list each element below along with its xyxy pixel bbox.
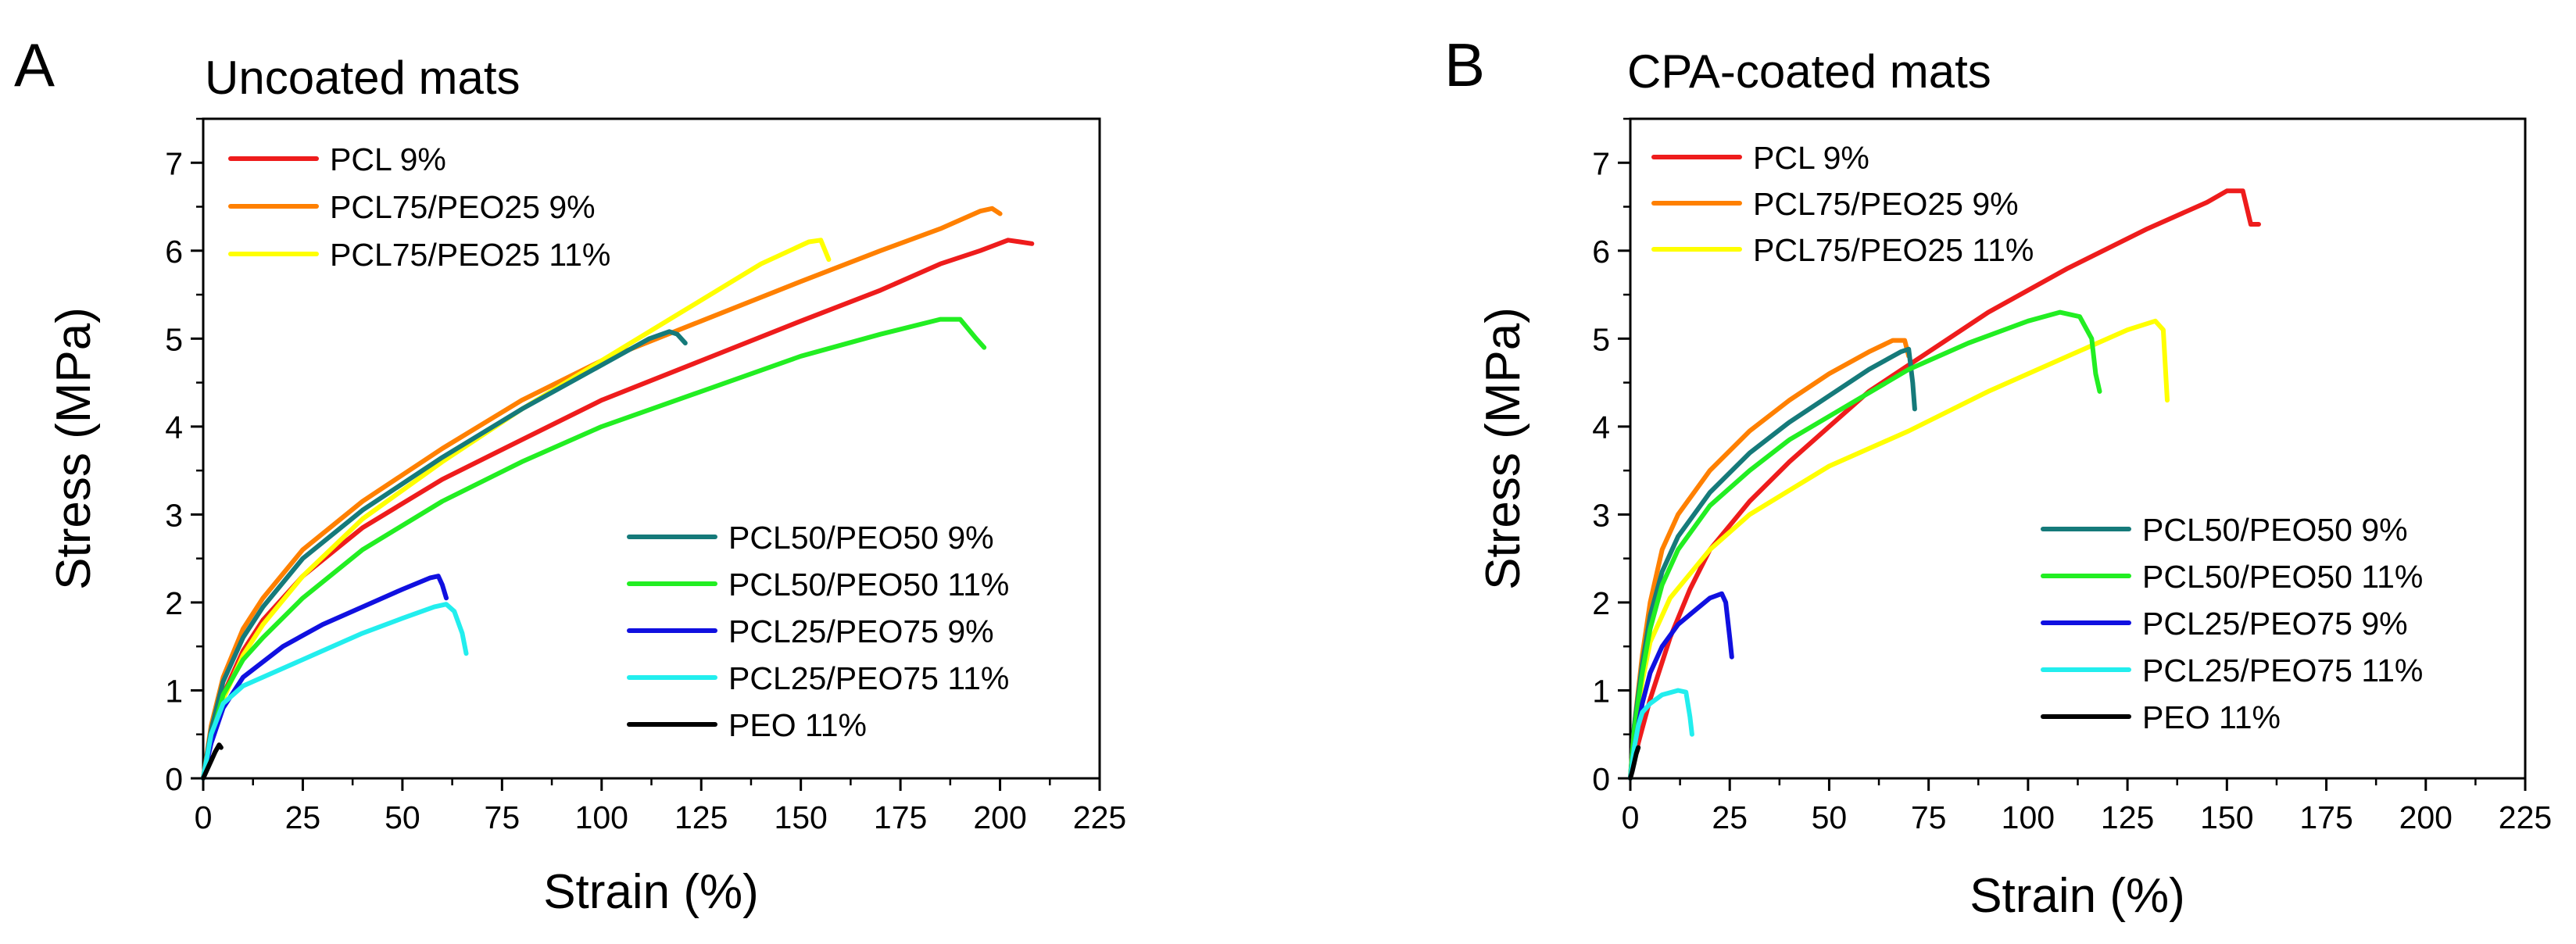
legend-label: PEO 11%: [728, 707, 867, 743]
x-tick-label: 225: [1073, 799, 1126, 835]
y-tick-label: 5: [1592, 321, 1610, 357]
y-tick-label: 6: [1592, 234, 1610, 270]
legend-label: PCL75/PEO25 9%: [330, 189, 596, 225]
legend-bottom-right: PCL50/PEO50 9% PCL50/PEO50 11% PCL25/PEO…: [627, 520, 1009, 743]
legend-label: PCL50/PEO50 9%: [2142, 512, 2408, 548]
x-tick-label: 150: [774, 799, 827, 835]
y-tick-label: 6: [165, 234, 183, 270]
panel-b: B CPA-coated mats 0 25 50 75 100 125 150 175 200…: [1444, 30, 2552, 923]
y-tick-label: 2: [165, 585, 183, 621]
legend-label: PCL75/PEO25 11%: [1753, 232, 2034, 268]
y-tick-label: 2: [1592, 585, 1610, 621]
x-tick-label: 100: [2002, 799, 2055, 835]
x-tick-label: 25: [285, 799, 321, 835]
x-tick-label: 200: [2399, 799, 2453, 835]
legend-label: PCL50/PEO50 11%: [2142, 559, 2423, 595]
plot-area: 0 25 50 75 100 125 150 175 200 225 0 1 2 3 4 5 6 7 PCL 9…: [1592, 117, 2553, 835]
plot-area: 0 25 50 75 100 125 150 175 200 225 0 1 2 3 4 5 6 7 PCL 9…: [165, 117, 1127, 835]
legend-top-left: PCL 9% PCL75/PEO25 9% PCL75/PEO25 11%: [1651, 140, 2034, 268]
series-line: [201, 742, 224, 781]
x-tick-label: 225: [2499, 799, 2552, 835]
series-line: [201, 238, 1035, 781]
series-group: [1628, 188, 2261, 781]
legend-label: PCL25/PEO75 9%: [2142, 606, 2408, 642]
y-tick-label: 0: [165, 761, 183, 797]
y-axis-label: Stress (MPa): [1476, 307, 1530, 590]
axis-ticks: [1618, 117, 2527, 791]
x-tick-label: 200: [973, 799, 1026, 835]
legend-label: PCL 9%: [330, 141, 446, 177]
series-line: [1628, 745, 1641, 781]
y-tick-label: 7: [165, 145, 183, 181]
y-tick-label: 3: [1592, 497, 1610, 533]
x-tick-label: 100: [575, 799, 628, 835]
series-line: [1628, 309, 2102, 781]
legend-label: PCL50/PEO50 11%: [728, 567, 1009, 603]
series-line: [201, 574, 449, 781]
legend-label: PCL50/PEO50 9%: [728, 520, 994, 556]
x-tick-labels: 0 25 50 75 100 125 150 175 200 225: [195, 799, 1127, 835]
y-axis-label: Stress (MPa): [47, 307, 101, 590]
y-tick-label: 0: [1592, 761, 1610, 797]
legend-bottom-right: PCL50/PEO50 9% PCL50/PEO50 11% PCL25/PEO…: [2041, 512, 2423, 735]
chart-title: Uncoated mats: [205, 52, 521, 104]
x-tick-label: 125: [2101, 799, 2154, 835]
y-tick-label: 3: [165, 497, 183, 533]
series-group: [201, 206, 1035, 781]
x-tick-label: 25: [1712, 799, 1748, 835]
series-line: [201, 602, 469, 781]
x-tick-label: 150: [2200, 799, 2253, 835]
y-tick-labels: 0 1 2 3 4 5 6 7: [165, 145, 183, 797]
series-line: [201, 316, 987, 781]
chart-title: CPA-coated mats: [1627, 45, 1991, 98]
legend-label: PCL75/PEO25 11%: [330, 237, 610, 273]
x-tick-label: 0: [1622, 799, 1640, 835]
panel-a: A Uncoated mats 0 25 50 75 100 125 150 175 200 22…: [14, 30, 1126, 919]
y-tick-label: 1: [1592, 673, 1610, 709]
legend-label: PCL 9%: [1753, 140, 1869, 176]
legend-top-left: PCL 9% PCL75/PEO25 9% PCL75/PEO25 11%: [228, 141, 610, 273]
legend-label: PCL25/PEO75 11%: [2142, 653, 2423, 688]
legend-label: PCL25/PEO75 11%: [728, 660, 1009, 696]
x-tick-labels: 0 25 50 75 100 125 150 175 200 225: [1622, 799, 2553, 835]
x-tick-label: 175: [2299, 799, 2352, 835]
y-tick-label: 5: [165, 321, 183, 357]
legend-label: PEO 11%: [2142, 699, 2281, 735]
series-line: [201, 206, 1003, 781]
y-tick-label: 4: [1592, 409, 1610, 445]
y-tick-labels: 0 1 2 3 4 5 6 7: [1592, 145, 1610, 797]
series-line: [201, 238, 832, 781]
series-line: [1628, 688, 1694, 781]
x-tick-label: 0: [195, 799, 213, 835]
series-line: [1628, 318, 2170, 781]
legend-label: PCL25/PEO75 9%: [728, 613, 994, 649]
legend-label: PCL75/PEO25 9%: [1753, 186, 2019, 222]
x-tick-label: 50: [385, 799, 420, 835]
x-tick-label: 175: [874, 799, 927, 835]
series-line: [1628, 188, 2261, 781]
x-axis-label: Strain (%): [543, 865, 759, 919]
y-tick-label: 4: [165, 409, 183, 445]
series-line: [201, 329, 688, 781]
panel-letter: B: [1444, 30, 1485, 99]
x-tick-label: 75: [1911, 799, 1947, 835]
panel-letter: A: [14, 30, 55, 99]
y-tick-label: 7: [1592, 145, 1610, 181]
y-tick-label: 1: [165, 673, 183, 709]
x-tick-label: 75: [485, 799, 521, 835]
axis-ticks: [191, 117, 1101, 791]
x-axis-label: Strain (%): [1970, 869, 2185, 923]
x-tick-label: 125: [674, 799, 728, 835]
x-tick-label: 50: [1812, 799, 1848, 835]
